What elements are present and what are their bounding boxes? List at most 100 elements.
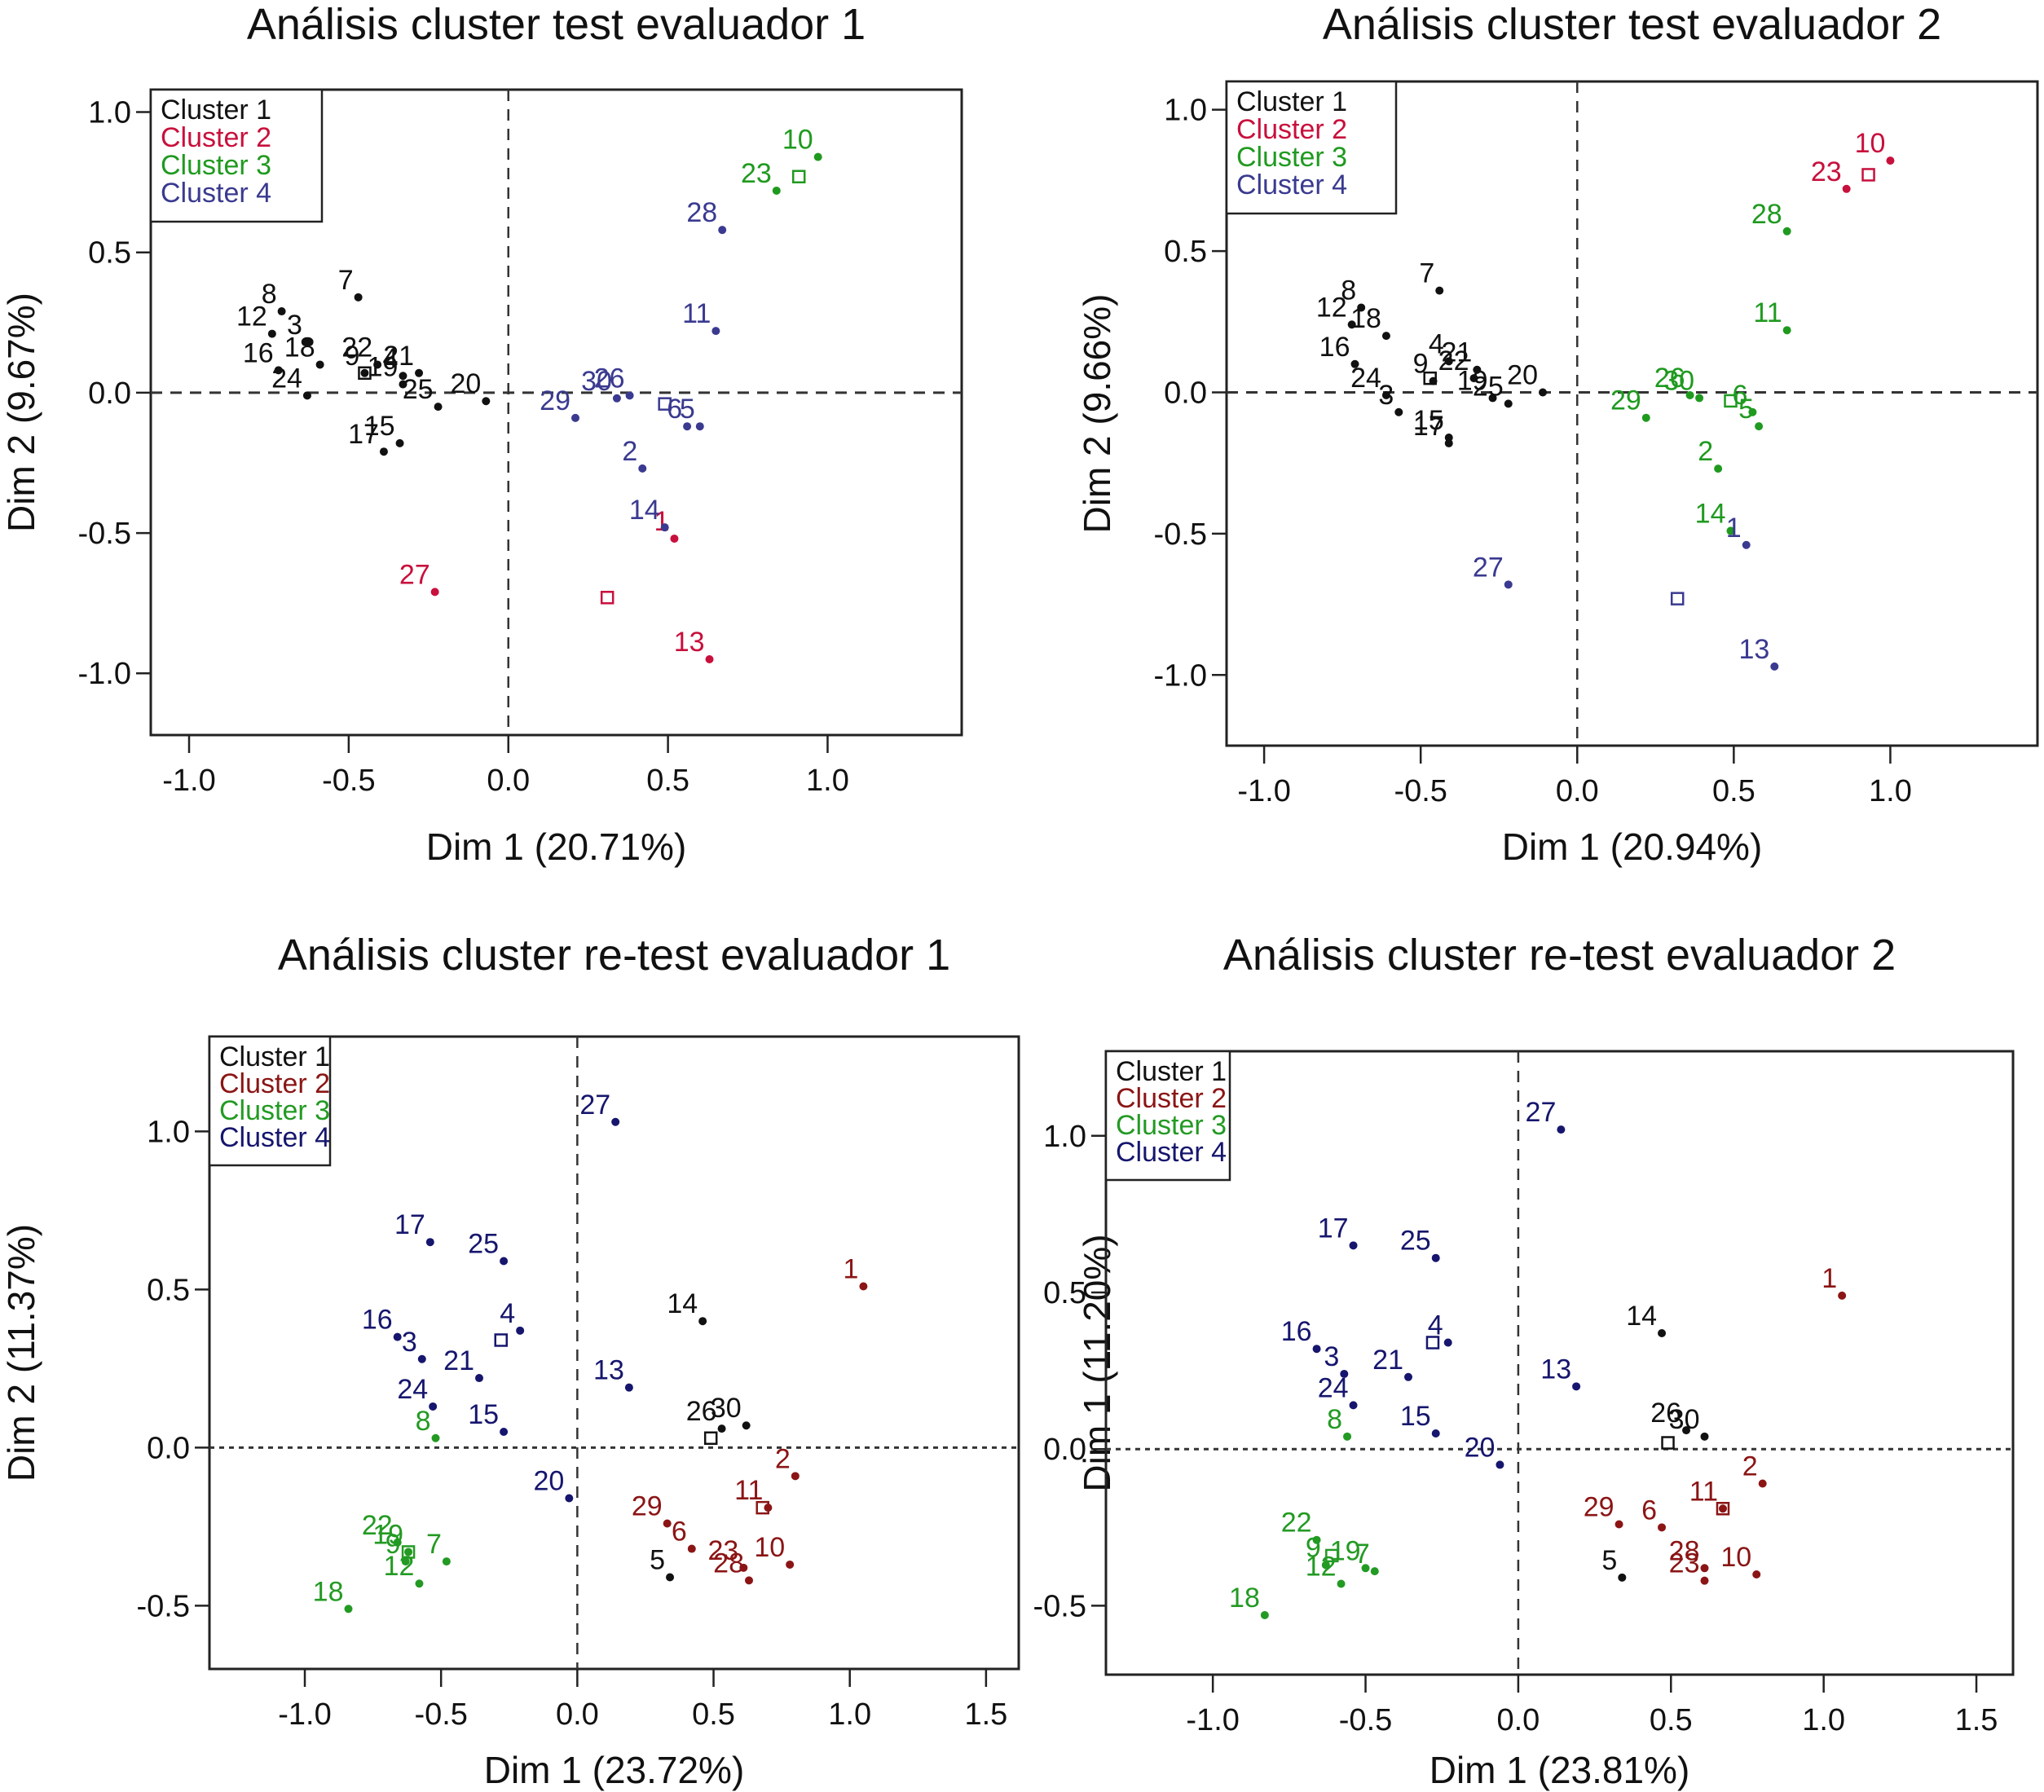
point-8 [1357,303,1366,312]
point-18 [1381,332,1390,341]
point-label-25: 25 [403,374,434,405]
x-tick-label: -0.5 [414,1697,467,1732]
point-label-23: 23 [1811,156,1842,187]
point-24 [1381,390,1390,399]
point-label-12: 12 [1316,292,1347,323]
legend-entry-cluster-3: Cluster 3 [161,150,271,181]
point-label-22: 22 [1438,346,1469,376]
point-label-21: 21 [1442,337,1473,368]
point-11 [1782,326,1791,335]
y-tick-label: 1.0 [88,96,131,130]
point-label-25: 25 [1473,371,1504,402]
point-label-8: 8 [416,1406,431,1437]
point-label-7: 7 [1355,1539,1370,1570]
point-26 [625,391,634,400]
point-label-11: 11 [1689,1476,1718,1507]
plot-area: -1.0 -0.5 0.0 0.5 1.0 -1.0 -0.5 0.0 0.5 1.0 Cluste… [1154,80,2039,808]
point-18 [1260,1610,1269,1619]
point-label-7: 7 [1419,258,1434,289]
cluster-2-centroid [1861,168,1875,182]
point-3 [417,1354,426,1363]
point-20 [482,397,491,406]
point-2 [638,464,647,473]
point-label-12: 12 [1306,1552,1337,1583]
y-tick-label: 0.5 [1164,235,1207,269]
point-label-14: 14 [629,495,660,526]
point-label-2: 2 [1742,1451,1758,1482]
point-label-26: 26 [1650,1398,1681,1429]
point-label-17: 17 [1413,411,1444,442]
point-label-8: 8 [262,279,277,310]
point-8 [1343,1432,1352,1441]
point-18 [315,360,324,369]
y-tick-label: -0.5 [1154,517,1207,552]
point-label-13: 13 [674,627,705,658]
point-29 [1614,1520,1623,1529]
point-1 [1838,1291,1847,1300]
panel-test-evaluador-2: Análisis cluster test evaluador 2 Dim 1 … [1076,0,2039,868]
point-label-16: 16 [362,1305,393,1336]
cluster-4-centroid [1670,592,1685,605]
point-label-28: 28 [1669,1535,1700,1566]
x-axis-label: Dim 1 (23.81%) [1429,1749,1690,1791]
x-tick-label: -0.5 [1339,1703,1392,1737]
chart-title: Análisis cluster re-test evaluador 1 [278,931,950,980]
point-22 [393,1538,402,1547]
point-label-3: 3 [1378,380,1394,411]
point-label-15: 15 [468,1399,499,1430]
point-label-13: 13 [593,1355,624,1386]
plot-frame [208,1035,1020,1671]
x-tick-label: 0.0 [1556,774,1599,808]
legend-entry-cluster-4: Cluster 4 [161,178,271,209]
point-6 [1658,1523,1667,1532]
point-1 [1742,540,1751,549]
point-20 [1539,388,1548,397]
cluster-3-centroid [791,170,806,183]
point-29 [571,413,580,422]
x-tick-label: -1.0 [1186,1703,1239,1737]
point-label-3: 3 [1324,1341,1339,1372]
point-4 [516,1326,525,1335]
chart-title: Análisis cluster test evaluador 2 [1323,0,1941,49]
point-26 [1685,390,1694,399]
point-label-15: 15 [364,411,395,442]
point-4 [399,372,407,381]
point-30 [612,394,621,403]
point-5 [695,422,704,431]
point-4 [1443,1338,1452,1347]
point-16 [393,1332,402,1341]
point-label-7: 7 [426,1529,442,1560]
point-20 [565,1494,574,1503]
point-label-27: 27 [1526,1097,1557,1128]
point-label-20: 20 [1507,359,1538,390]
point-28 [745,1576,753,1585]
point-11 [1718,1504,1727,1513]
x-tick-label: -0.5 [322,764,375,798]
point-label-18: 18 [1229,1583,1260,1614]
point-label-4: 4 [1429,328,1444,359]
point-label-22: 22 [362,1510,393,1541]
point-label-14: 14 [667,1288,698,1319]
y-tick-label: 1.0 [1043,1120,1086,1154]
point-label-9: 9 [385,1529,401,1560]
x-tick-label: 1.5 [1955,1703,1998,1737]
point-label-5: 5 [650,1544,665,1575]
point-label-6: 6 [672,1517,687,1548]
point-5 [1755,422,1764,431]
point-label-29: 29 [632,1491,663,1522]
x-axis-label: Dim 1 (20.71%) [426,826,687,868]
point-27 [1504,580,1513,589]
point-10 [813,152,822,161]
point-label-24: 24 [1318,1372,1349,1403]
point-21 [1473,365,1482,374]
point-label-1: 1 [1726,513,1742,544]
x-tick-label: 0.5 [646,764,689,798]
point-12 [415,1579,424,1588]
y-tick-label: 0.0 [1043,1433,1086,1467]
point-label-29: 29 [1584,1491,1614,1522]
point-label-5: 5 [1738,394,1754,425]
legend-entry-cluster-3: Cluster 3 [219,1095,330,1126]
